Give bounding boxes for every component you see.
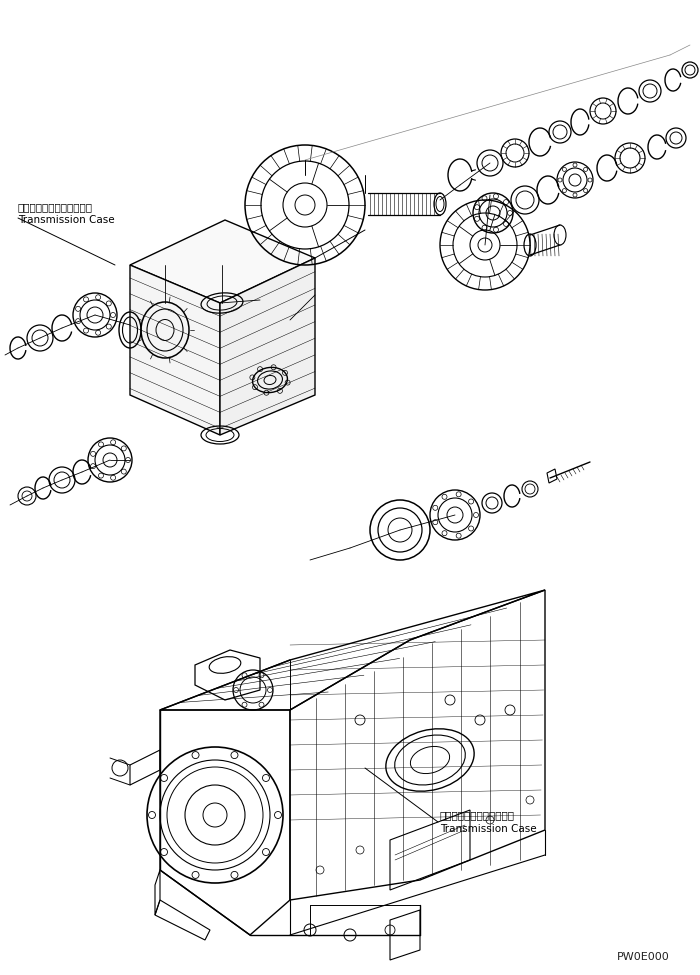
Text: Transmission Case: Transmission Case bbox=[440, 824, 537, 834]
Text: トランスミッションケース: トランスミッションケース bbox=[18, 202, 93, 212]
Polygon shape bbox=[130, 220, 315, 303]
Text: トランスミッションケース: トランスミッションケース bbox=[440, 810, 515, 820]
Text: PW0E000: PW0E000 bbox=[617, 952, 670, 962]
Text: Transmission Case: Transmission Case bbox=[18, 215, 115, 225]
Polygon shape bbox=[130, 265, 220, 435]
Polygon shape bbox=[220, 258, 315, 435]
